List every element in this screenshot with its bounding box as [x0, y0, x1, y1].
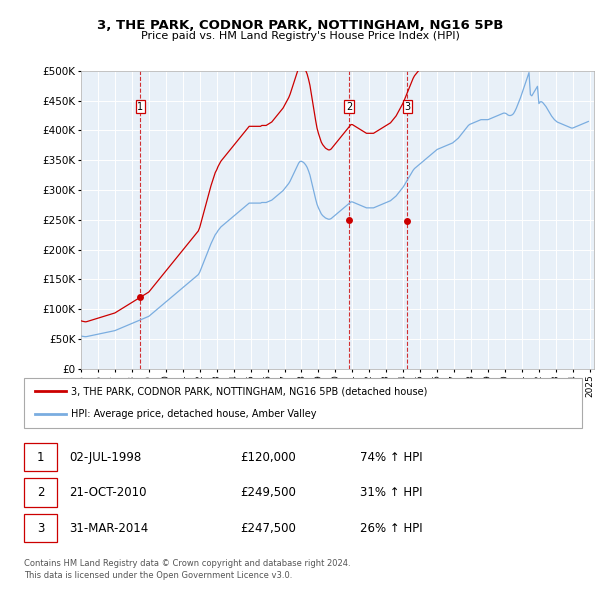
Text: £249,500: £249,500 [240, 486, 296, 499]
Text: 21-OCT-2010: 21-OCT-2010 [69, 486, 146, 499]
Text: 2: 2 [37, 486, 44, 499]
Text: 02-JUL-1998: 02-JUL-1998 [69, 451, 141, 464]
Text: This data is licensed under the Open Government Licence v3.0.: This data is licensed under the Open Gov… [24, 571, 292, 579]
Text: 26% ↑ HPI: 26% ↑ HPI [360, 522, 422, 535]
FancyBboxPatch shape [24, 378, 582, 428]
Text: 74% ↑ HPI: 74% ↑ HPI [360, 451, 422, 464]
Text: Contains HM Land Registry data © Crown copyright and database right 2024.: Contains HM Land Registry data © Crown c… [24, 559, 350, 568]
Text: £120,000: £120,000 [240, 451, 296, 464]
Text: 1: 1 [137, 101, 143, 112]
Text: 31-MAR-2014: 31-MAR-2014 [69, 522, 148, 535]
Text: 3: 3 [404, 101, 410, 112]
Text: 31% ↑ HPI: 31% ↑ HPI [360, 486, 422, 499]
Text: 2: 2 [346, 101, 352, 112]
Text: Price paid vs. HM Land Registry's House Price Index (HPI): Price paid vs. HM Land Registry's House … [140, 31, 460, 41]
Text: 3, THE PARK, CODNOR PARK, NOTTINGHAM, NG16 5PB (detached house): 3, THE PARK, CODNOR PARK, NOTTINGHAM, NG… [71, 386, 428, 396]
Text: 1: 1 [37, 451, 44, 464]
Text: 3: 3 [37, 522, 44, 535]
Text: HPI: Average price, detached house, Amber Valley: HPI: Average price, detached house, Ambe… [71, 409, 317, 419]
Text: 3, THE PARK, CODNOR PARK, NOTTINGHAM, NG16 5PB: 3, THE PARK, CODNOR PARK, NOTTINGHAM, NG… [97, 19, 503, 32]
Text: £247,500: £247,500 [240, 522, 296, 535]
